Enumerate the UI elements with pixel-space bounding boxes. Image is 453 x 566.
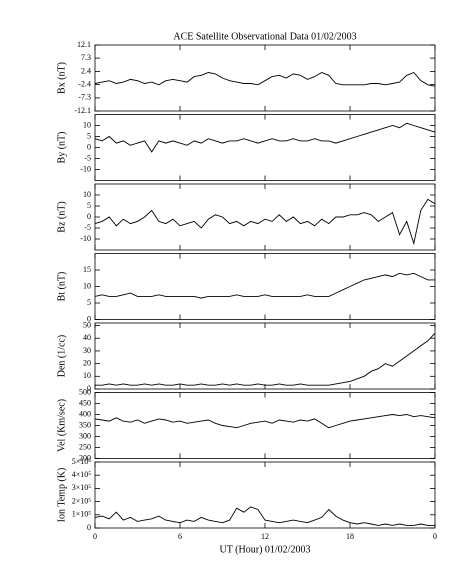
y-axis-label: Den (1/cc) — [56, 335, 67, 377]
y-tick-label: -5 — [84, 153, 91, 162]
y-tick-label: 2.4 — [81, 66, 91, 75]
y-tick-label: -2.4 — [78, 79, 91, 88]
data-line — [94, 198, 436, 246]
panel-frame — [94, 44, 436, 112]
chart-title: ACE Satellite Observational Data 01/02/2… — [173, 31, 356, 42]
y-tick-label: 450 — [79, 398, 91, 407]
y-tick-label: 1×10⁵ — [72, 510, 92, 519]
y-tick-label: 15 — [83, 265, 91, 274]
data-line — [94, 506, 435, 526]
data-line — [94, 71, 436, 87]
data-line — [95, 332, 436, 386]
data-line — [94, 272, 435, 299]
y-tick-label: 12.1 — [77, 40, 91, 49]
y-tick-label: -12.1 — [74, 106, 91, 115]
y-tick-label: 250 — [79, 442, 91, 451]
y-tick-label: 30 — [83, 346, 91, 355]
y-axis-label: Vel (Km/sec) — [56, 399, 67, 452]
y-tick-label: 0 — [87, 142, 91, 151]
y-axis-label: Bx (nT) — [56, 62, 67, 94]
y-tick-label: 2×10⁵ — [72, 496, 92, 505]
y-tick-label: -10 — [80, 164, 91, 173]
y-tick-label: 0 — [87, 384, 91, 393]
y-tick-label: 10 — [83, 190, 91, 199]
y-tick-label: 10 — [83, 120, 91, 129]
panel-frame — [94, 322, 436, 390]
y-tick-label: 5 — [87, 131, 91, 140]
panel-frame — [94, 114, 436, 181]
y-tick-label: 20 — [83, 358, 91, 367]
y-tick-label: 10 — [83, 371, 91, 380]
y-tick-label: -5 — [84, 223, 91, 232]
y-tick-label: -7.3 — [78, 93, 91, 102]
data-line — [94, 414, 436, 429]
y-tick-label: 3×10⁵ — [72, 483, 92, 492]
y-axis-label: By (nT) — [56, 132, 67, 164]
y-tick-label: 500 — [79, 387, 91, 396]
y-axis-label: Ion Temp (K) — [56, 468, 67, 523]
y-tick-label: 350 — [79, 420, 91, 429]
x-tick-label: 0 — [93, 532, 97, 541]
x-tick-label: 6 — [178, 532, 182, 541]
y-tick-label: 0 — [87, 212, 91, 221]
y-tick-label: 50 — [83, 320, 91, 329]
data-line — [94, 122, 436, 153]
y-tick-label: 10 — [83, 281, 91, 290]
y-tick-label: 5 — [87, 298, 91, 307]
x-axis-label: UT (Hour) 01/02/2003 — [220, 544, 311, 555]
y-tick-label: 0 — [87, 523, 91, 532]
y-tick-label: 40 — [83, 333, 91, 342]
panel-frame — [94, 392, 436, 459]
y-axis-label: Bz (nT) — [56, 201, 67, 232]
y-tick-label: 200 — [79, 453, 91, 462]
y-tick-label: 7.3 — [81, 53, 91, 62]
panel-frame — [94, 461, 436, 529]
y-tick-label: 5 — [87, 201, 91, 210]
panel-frame — [94, 253, 436, 320]
y-axis-label: Bt (nT) — [56, 272, 67, 302]
x-tick-label: 0 — [433, 532, 437, 541]
y-tick-label: 400 — [79, 409, 91, 418]
y-tick-label: -10 — [80, 234, 91, 243]
panel-frame — [94, 183, 436, 251]
y-tick-label: 0 — [87, 314, 91, 323]
x-tick-label: 12 — [261, 532, 269, 541]
y-tick-label: 5×10⁵ — [72, 457, 92, 466]
y-tick-label: 300 — [79, 431, 91, 440]
x-tick-label: 18 — [346, 532, 354, 541]
y-tick-label: 4×10⁵ — [72, 470, 92, 479]
